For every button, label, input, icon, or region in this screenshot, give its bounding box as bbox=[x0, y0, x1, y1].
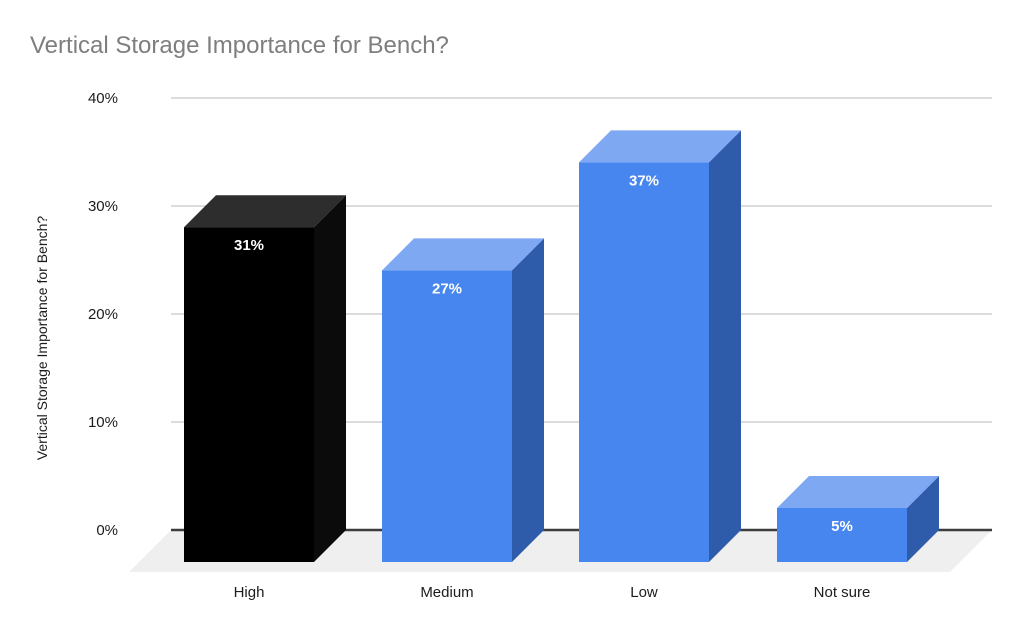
y-tick-label-40: 40% bbox=[88, 90, 118, 107]
chart-title: Vertical Storage Importance for Bench? bbox=[30, 32, 449, 59]
bar-front-face bbox=[579, 162, 709, 562]
x-category-label-medium: Medium bbox=[420, 584, 473, 601]
bar-value-label: 37% bbox=[629, 172, 659, 189]
y-tick-label-20: 20% bbox=[88, 306, 118, 323]
bar-value-label: 5% bbox=[831, 518, 853, 535]
bar-front-face bbox=[777, 508, 907, 562]
bar-top-face bbox=[382, 238, 544, 271]
bar-low: 37% bbox=[579, 130, 741, 562]
bar-not-sure: 5% bbox=[777, 476, 939, 562]
bar-top-face bbox=[579, 130, 741, 163]
bar-high: 31% bbox=[184, 195, 346, 562]
y-tick-label-0: 0% bbox=[96, 522, 118, 539]
y-tick-label-30: 30% bbox=[88, 198, 118, 215]
bar-front-face bbox=[184, 227, 314, 562]
chart-floor bbox=[129, 530, 992, 572]
bar-top-face bbox=[777, 476, 939, 508]
x-category-label-low: Low bbox=[630, 584, 658, 601]
bar-front-face bbox=[382, 270, 512, 562]
bar-side-face bbox=[512, 238, 544, 562]
bar-value-label: 31% bbox=[234, 237, 264, 254]
x-category-label-high: High bbox=[234, 584, 265, 601]
bar-side-face bbox=[314, 195, 346, 562]
y-tick-label-10: 10% bbox=[88, 414, 118, 431]
x-category-label-not-sure: Not sure bbox=[814, 584, 871, 601]
bar-side-face bbox=[907, 476, 939, 562]
bar-top-face bbox=[184, 195, 346, 228]
bar-side-face bbox=[709, 130, 741, 562]
bar-value-label: 27% bbox=[432, 280, 462, 297]
bar-medium: 27% bbox=[382, 238, 544, 562]
